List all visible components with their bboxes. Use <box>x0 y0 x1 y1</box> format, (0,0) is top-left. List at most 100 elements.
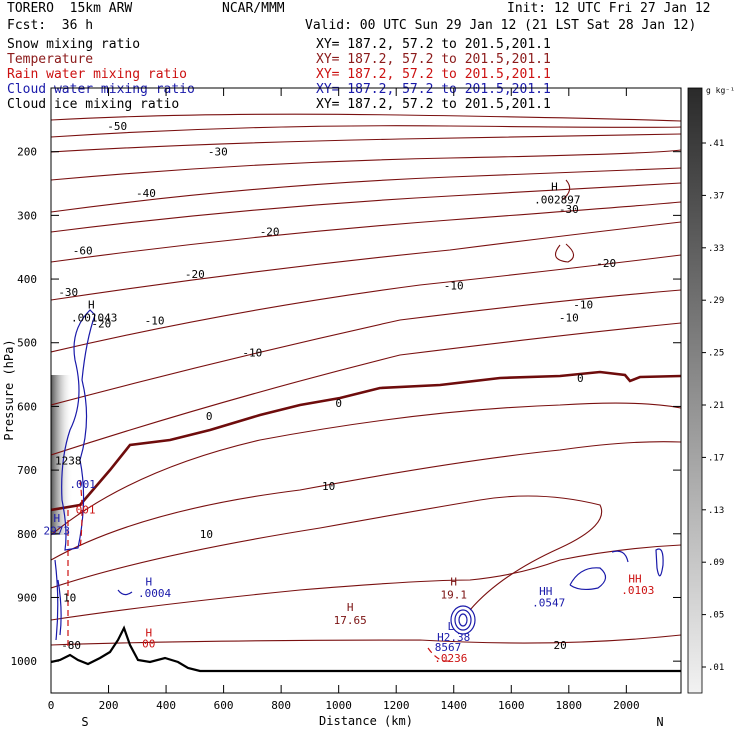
field-extent-temperature: XY= 187.2, 57.2 to 201.5,201.1 <box>316 52 551 67</box>
isotherm-label: -20 <box>260 225 280 238</box>
x-tick-label: 1200 <box>383 699 410 712</box>
colorbar-tick-label: .01 <box>708 663 724 673</box>
isotherm-label: 10 <box>322 480 335 493</box>
colorbar-unit: g kg⁻¹ <box>706 86 735 95</box>
isotherm-label: -60 <box>73 244 93 257</box>
isotherm-line <box>51 167 681 213</box>
freezing-level-line <box>51 370 681 512</box>
isotherm-line <box>51 254 681 353</box>
extremum-label: .0103 <box>621 584 654 597</box>
isotherm-label: 10 <box>200 528 213 541</box>
y-tick-label: 700 <box>17 464 37 477</box>
contour-labels: -80-60-40-50-30-30-20-20-20-30-10 -10-10-… <box>44 120 655 665</box>
x-tick-label: 0 <box>48 699 55 712</box>
isotherm-label: 0 <box>206 410 213 423</box>
colorbar-tick-label: .41 <box>708 139 724 149</box>
isotherm-line <box>51 441 681 561</box>
x-tick-label: 800 <box>271 699 291 712</box>
extremum-label: H2.38 <box>437 631 470 644</box>
x-axis-label: Distance (km) <box>319 714 413 728</box>
x-tick-label: 200 <box>99 699 119 712</box>
init-time: Init: 12 UTC Fri 27 Jan 12 <box>507 1 711 16</box>
x-tick-label: 1400 <box>440 699 467 712</box>
extremum-label: .002897 <box>534 193 580 206</box>
field-name-cloud-ice: Cloud ice mixing ratio <box>7 97 180 112</box>
isotherm-line <box>51 113 681 122</box>
isotherm-label: -20 <box>185 268 205 281</box>
isotherm-line <box>554 243 575 263</box>
cloud-ice-shading <box>51 375 73 535</box>
isotherm-label: -10 <box>444 279 464 292</box>
y-tick-label: 400 <box>17 273 37 286</box>
colorbar-tick-label: .37 <box>708 191 724 201</box>
cloud-water-contour <box>458 613 468 627</box>
extremum-label: H <box>347 601 354 614</box>
colorbar-tick-label: .13 <box>708 506 724 516</box>
isotherm-label: 0 <box>577 372 584 385</box>
y-tick-label: 900 <box>17 591 37 604</box>
y-tick-label: 800 <box>17 528 37 541</box>
rain-contours <box>67 479 453 662</box>
isotherm-label: -10 <box>242 346 262 359</box>
colorbar-tick-label: .33 <box>708 244 724 254</box>
y-axis-label: Pressure (hPa) <box>2 339 16 440</box>
y-tick-label: 200 <box>17 146 37 159</box>
isotherm-line <box>51 182 681 233</box>
x-axis: 0 200 400 600 800 1000 1200 1400 1600 1800 2000 <box>48 88 640 712</box>
y-tick-label: 500 <box>17 337 37 350</box>
x-tick-label: 1600 <box>498 699 525 712</box>
extremum-label: H <box>145 627 152 640</box>
cloud-water-contour <box>54 559 62 641</box>
x-axis-left-end: S <box>81 715 88 729</box>
colorbar: .41 .37 .33 .29 .25 .21 .17 .13 .09 .05 .01 g kg⁻¹ <box>687 86 735 694</box>
extremum-label: .001043 <box>71 311 117 324</box>
cloud-water-contour <box>450 605 476 635</box>
colorbar-tick-label: .05 <box>708 611 724 621</box>
extremum-label: H <box>88 299 95 312</box>
isotherm-label: -40 <box>136 187 156 200</box>
extremum-label: H <box>450 576 457 589</box>
field-name-snow: Snow mixing ratio <box>7 37 141 52</box>
x-tick-label: 1800 <box>556 699 583 712</box>
forecast-hour: Fcst: 36 h <box>7 18 94 33</box>
isotherm-label: -30 <box>559 203 579 216</box>
isotherm-label: 10 <box>63 591 76 604</box>
colorbar-tick-label: .29 <box>708 296 724 306</box>
isotherm-label: -80 <box>61 639 81 652</box>
cloud-water-contour <box>61 309 96 551</box>
extremum-label: 17.65 <box>334 614 367 627</box>
isotherm-line <box>51 221 681 301</box>
field-legend: Snow mixing ratio Temperature Rain water… <box>7 37 195 112</box>
plot-frame <box>50 87 682 694</box>
isotherm-line <box>51 201 681 263</box>
x-tick-label: 400 <box>156 699 176 712</box>
terrain-line <box>51 625 681 673</box>
field-extent-cloud-water: XY= 187.2, 57.2 to 201.5,201.1 <box>316 82 551 97</box>
isotherm-label: -30 <box>208 146 228 159</box>
extremum-label: .001 <box>69 478 96 491</box>
isotherm-label: -10 <box>573 299 593 312</box>
cloud-water-contour <box>655 548 664 577</box>
field-extent-snow: XY= 187.2, 57.2 to 201.5,201.1 <box>316 37 551 52</box>
isotherm-label: -50 <box>107 120 127 133</box>
extremum-label: .0004 <box>138 587 171 600</box>
colorbar-tick-label: .17 <box>708 453 724 463</box>
plot-content <box>51 113 681 673</box>
rain-contour <box>427 647 453 662</box>
isotherm-line <box>51 634 681 646</box>
isotherm-line <box>51 322 681 456</box>
isotherm-label: -10 <box>145 314 165 327</box>
extremum-label: HH <box>539 585 552 598</box>
isotherm-line <box>561 179 571 201</box>
isotherm-line <box>51 495 603 611</box>
cloud-water-contour <box>117 589 133 596</box>
colorbar-ticks: .41 .37 .33 .29 .25 .21 .17 .13 .09 .05 .01 <box>702 139 724 673</box>
extremum-label: 8567 <box>435 641 462 654</box>
y-tick-label: 1000 <box>11 655 38 668</box>
extremum-label: 00 <box>142 637 155 650</box>
field-name-temperature: Temperature <box>7 52 94 67</box>
extremum-label: .0547 <box>532 597 565 610</box>
extremum-label: 19.1 <box>440 588 467 601</box>
extremum-label: 001 <box>76 504 96 517</box>
